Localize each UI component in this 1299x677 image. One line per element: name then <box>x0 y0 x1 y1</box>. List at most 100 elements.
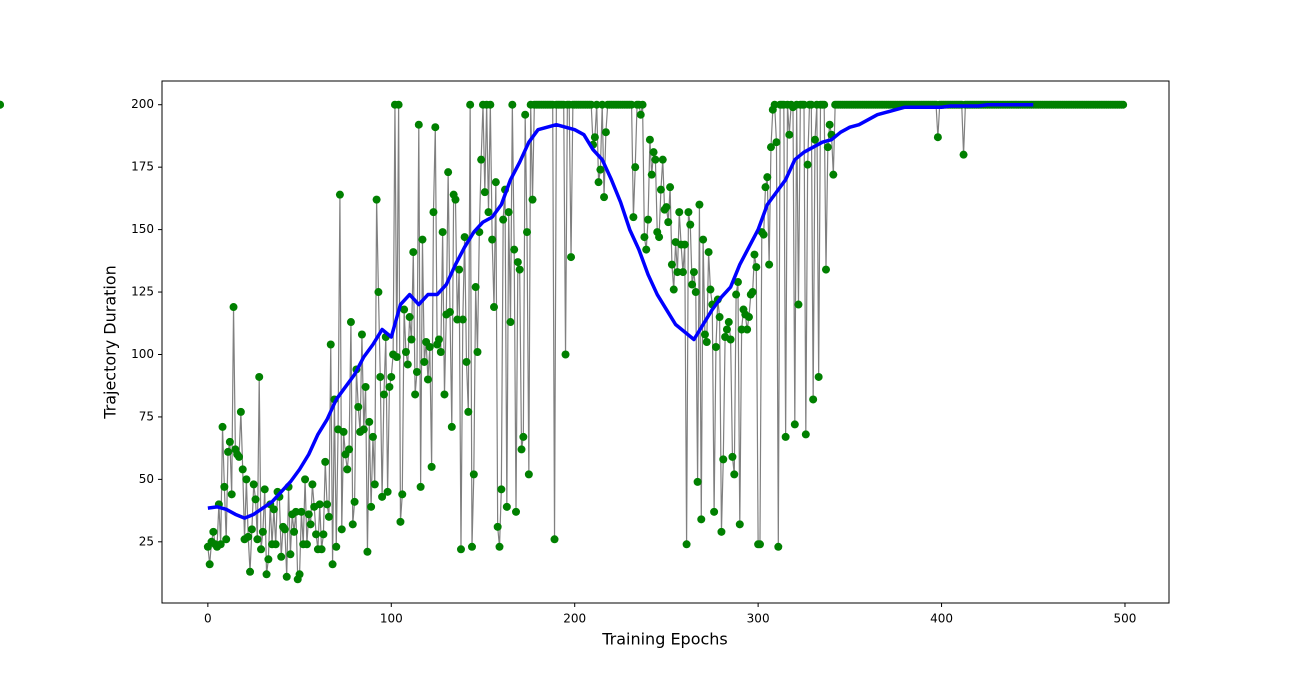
data-point <box>645 135 654 144</box>
data-point <box>440 390 449 399</box>
data-point <box>480 188 489 197</box>
data-point <box>567 253 576 262</box>
data-point <box>471 283 480 292</box>
data-point <box>394 100 403 109</box>
data-point <box>486 100 495 109</box>
data-point <box>508 100 517 109</box>
data-point <box>379 390 388 399</box>
data-point <box>257 545 266 554</box>
data-point <box>396 517 405 526</box>
data-point <box>229 303 238 312</box>
data-point <box>724 318 733 327</box>
data-point <box>691 288 700 297</box>
data-point <box>387 372 396 381</box>
data-point <box>493 522 502 531</box>
data-point <box>372 195 381 204</box>
data-point <box>343 465 352 474</box>
data-point <box>506 318 515 327</box>
data-point <box>761 183 770 192</box>
data-point <box>515 265 524 274</box>
data-point <box>590 133 599 142</box>
data-point <box>495 542 504 551</box>
data-point <box>365 417 374 426</box>
data-point <box>357 330 366 339</box>
data-point <box>774 542 783 551</box>
data-point <box>247 525 256 534</box>
data-point <box>412 367 421 376</box>
data-point <box>638 100 647 109</box>
data-point <box>411 390 420 399</box>
data-point <box>752 263 761 272</box>
data-point <box>596 165 605 174</box>
data-point <box>297 507 306 516</box>
data-point <box>258 527 267 536</box>
data-point <box>488 235 497 244</box>
data-point <box>658 155 667 164</box>
data-point <box>561 350 570 359</box>
data-point <box>269 505 278 514</box>
data-point <box>339 427 348 436</box>
data-point <box>374 288 383 297</box>
data-point <box>332 542 341 551</box>
data-point <box>680 240 689 249</box>
data-point <box>667 260 676 269</box>
data-point <box>363 547 372 556</box>
data-point <box>282 572 291 581</box>
data-point <box>528 195 537 204</box>
data-point <box>458 315 467 324</box>
data-point <box>710 507 719 516</box>
y-tick-label: 125 <box>131 285 154 299</box>
data-point <box>693 477 702 486</box>
data-point <box>636 110 645 119</box>
data-point <box>290 527 299 536</box>
data-point <box>655 233 664 242</box>
data-point <box>743 325 752 334</box>
data-point <box>706 285 715 294</box>
data-point <box>662 203 671 212</box>
data-point <box>642 245 651 254</box>
line <box>207 102 1034 520</box>
data-point <box>807 100 816 109</box>
data-point <box>750 250 759 259</box>
data-point <box>801 430 810 439</box>
data-point <box>719 455 728 464</box>
data-point <box>820 100 829 109</box>
data-point <box>205 560 214 569</box>
y-tick-label: 75 <box>139 409 154 423</box>
data-point <box>473 347 482 356</box>
data-point <box>512 507 521 516</box>
y-tick-label: 175 <box>131 160 154 174</box>
data-point <box>301 475 310 484</box>
data-point <box>306 520 315 529</box>
data-point <box>686 220 695 229</box>
data-point <box>295 570 304 579</box>
data-point <box>484 208 493 217</box>
data-point <box>425 342 434 351</box>
data-point <box>763 173 772 182</box>
data-point <box>304 510 313 519</box>
data-point <box>781 432 790 441</box>
data-point <box>510 245 519 254</box>
data-point <box>225 437 234 446</box>
data-point <box>717 527 726 536</box>
data-point <box>416 482 425 491</box>
data-point <box>513 258 522 267</box>
data-point <box>216 540 225 549</box>
data-point <box>324 512 333 521</box>
x-tick-label: 100 <box>380 612 403 626</box>
data-point <box>684 208 693 217</box>
data-point <box>302 540 311 549</box>
data-point <box>255 372 264 381</box>
data-point <box>436 347 445 356</box>
data-point <box>689 268 698 277</box>
data-point <box>489 303 498 312</box>
data-point <box>286 550 295 559</box>
data-point <box>337 525 346 534</box>
data-point <box>521 110 530 119</box>
y-axis-title: Trajectory Duration <box>101 265 120 420</box>
data-point <box>711 342 720 351</box>
data-point <box>418 235 427 244</box>
data-point <box>695 200 704 209</box>
data-point <box>262 570 271 579</box>
